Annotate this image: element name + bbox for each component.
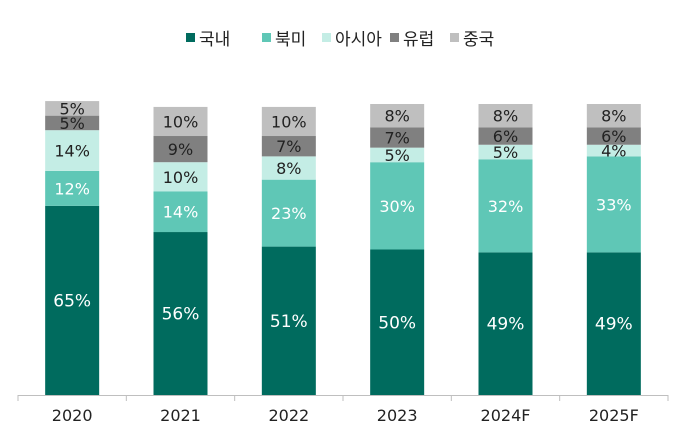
bar-segment-2020-중국 [45, 101, 100, 116]
bar-segment-2020-아시아 [45, 130, 100, 171]
bar-segment-2025F-국내 [586, 252, 641, 395]
bar-segment-2024F-북미 [478, 159, 533, 253]
x-tick-label-2024F: 2024F [481, 406, 531, 425]
bar-segment-2024F-아시아 [478, 144, 533, 160]
data-label-2024F-유럽: 6% [493, 127, 518, 146]
data-label-2025F-북미: 33% [596, 195, 632, 214]
bar-segment-2022-아시아 [261, 156, 316, 180]
data-label-2022-아시아: 8% [276, 159, 301, 178]
legend-label-국내: 국내 [199, 30, 230, 50]
bar-segment-2021-아시아 [153, 162, 208, 192]
bars-group: 65%12%14%5%5%56%14%10%9%10%51%23%8%7%10%… [45, 99, 641, 395]
bar-segment-2023-중국 [370, 104, 425, 128]
bar-segment-2023-북미 [370, 162, 425, 250]
data-label-2025F-아시아: 4% [601, 142, 626, 161]
bar-segment-2025F-중국 [586, 104, 641, 128]
data-label-2021-국내: 56% [162, 305, 200, 325]
data-label-2020-중국: 5% [59, 99, 84, 118]
data-label-2025F-유럽: 6% [601, 127, 626, 146]
legend-swatch-북미 [262, 33, 271, 42]
legend-swatch-중국 [450, 33, 459, 42]
data-label-2022-국내: 51% [270, 312, 308, 332]
legend-label-중국: 중국 [463, 30, 494, 50]
bar-segment-2022-국내 [261, 246, 316, 395]
x-axis: 2020 2021 2022 2023 2024F 2025F [17, 395, 669, 425]
x-tick-label-2025F: 2025F [589, 406, 639, 425]
bar-segment-2024F-유럽 [478, 127, 533, 145]
x-tick-label-2020: 2020 [52, 406, 93, 425]
data-label-2020-유럽: 5% [59, 114, 84, 133]
legend-swatch-아시아 [322, 33, 331, 42]
bar-segment-2020-국내 [45, 205, 100, 395]
legend-label-유럽: 유럽 [403, 30, 434, 50]
bar-segment-2020-유럽 [45, 115, 100, 131]
data-label-2023-북미: 30% [379, 197, 415, 216]
data-label-2024F-북미: 32% [488, 197, 524, 216]
bar-segment-2025F-북미 [586, 156, 641, 253]
data-label-2024F-국내: 49% [487, 315, 525, 335]
bar-segment-2021-북미 [153, 191, 208, 233]
data-label-2020-국내: 65% [53, 291, 91, 311]
bar-segment-2022-유럽 [261, 136, 316, 157]
x-tick-label-2021: 2021 [160, 406, 201, 425]
bar-segment-2024F-국내 [478, 252, 533, 395]
data-label-2025F-국내: 49% [595, 315, 633, 335]
data-label-2023-국내: 50% [378, 313, 416, 333]
data-label-2020-아시아: 14% [54, 142, 90, 161]
bar-segment-2022-중국 [261, 106, 316, 137]
legend-label-아시아: 아시아 [335, 30, 382, 50]
data-label-2021-아시아: 10% [163, 168, 199, 187]
data-label-2023-아시아: 5% [384, 146, 409, 165]
bar-segment-2023-아시아 [370, 147, 425, 163]
bar-segment-2023-유럽 [370, 127, 425, 148]
data-label-2021-유럽: 9% [168, 140, 193, 159]
legend-label-북미: 북미 [275, 30, 306, 50]
data-label-2022-중국: 10% [271, 112, 307, 131]
data-label-2025F-중국: 8% [601, 107, 626, 126]
data-label-2023-유럽: 7% [384, 128, 409, 147]
bar-segment-2021-중국 [153, 106, 208, 137]
bar-segment-2023-국내 [370, 249, 425, 395]
bar-segment-2021-유럽 [153, 136, 208, 163]
x-tick-label-2022: 2022 [268, 406, 309, 425]
legend: 국내 북미 아시아 유럽 중국 [186, 30, 494, 50]
data-label-2021-중국: 10% [163, 112, 199, 131]
data-label-2022-북미: 23% [271, 204, 307, 223]
data-label-2021-북미: 14% [163, 203, 199, 222]
data-label-2024F-중국: 8% [493, 107, 518, 126]
data-label-2023-중국: 8% [384, 107, 409, 126]
bar-segment-2025F-유럽 [586, 127, 641, 145]
data-label-2022-유럽: 7% [276, 137, 301, 156]
bar-segment-2025F-아시아 [586, 144, 641, 157]
bar-segment-2024F-중국 [478, 104, 533, 128]
legend-swatch-국내 [186, 33, 195, 42]
bar-segment-2021-국내 [153, 232, 208, 395]
x-tick-label-2023: 2023 [377, 406, 418, 425]
legend-swatch-유럽 [390, 33, 399, 42]
data-label-2020-북미: 12% [54, 179, 90, 198]
data-label-2024F-아시아: 5% [493, 143, 518, 162]
bar-segment-2020-북미 [45, 170, 100, 206]
bar-segment-2022-북미 [261, 179, 316, 247]
